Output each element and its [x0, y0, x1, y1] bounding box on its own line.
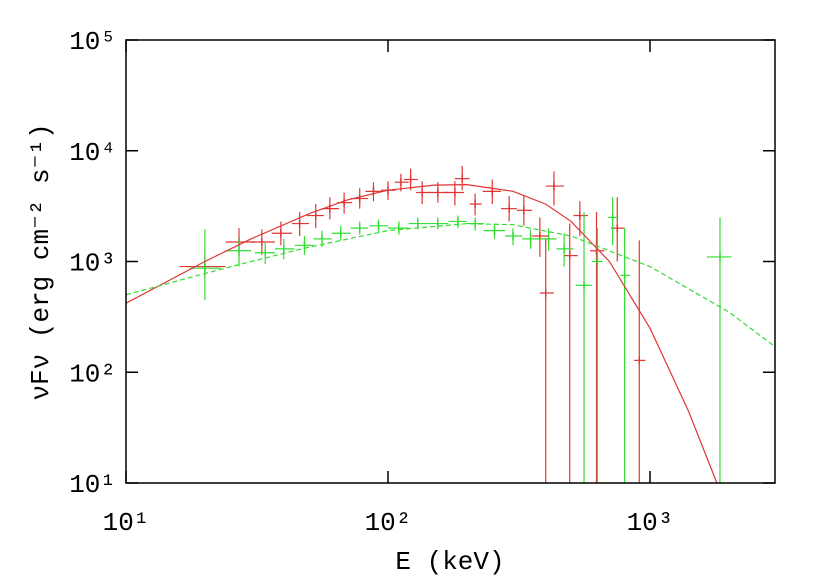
x-axis-label: E (keV): [395, 547, 504, 577]
y-tick-label: 10³: [69, 249, 116, 279]
y-tick-label: 10⁴: [69, 138, 116, 168]
x-tick-label: 10³: [627, 508, 674, 538]
model-curve: [126, 183, 718, 483]
y-tick-label: 10¹: [69, 470, 116, 500]
y-axis-label: νFν (erg cm⁻² s⁻¹): [26, 123, 56, 400]
model-curve: [126, 222, 775, 348]
x-tick-label: 10¹: [103, 508, 150, 538]
y-tick-label: 10⁵: [69, 27, 116, 57]
plot-area: [126, 165, 775, 483]
x-tick-label: 10²: [365, 508, 412, 538]
y-tick-label: 10²: [69, 359, 116, 389]
